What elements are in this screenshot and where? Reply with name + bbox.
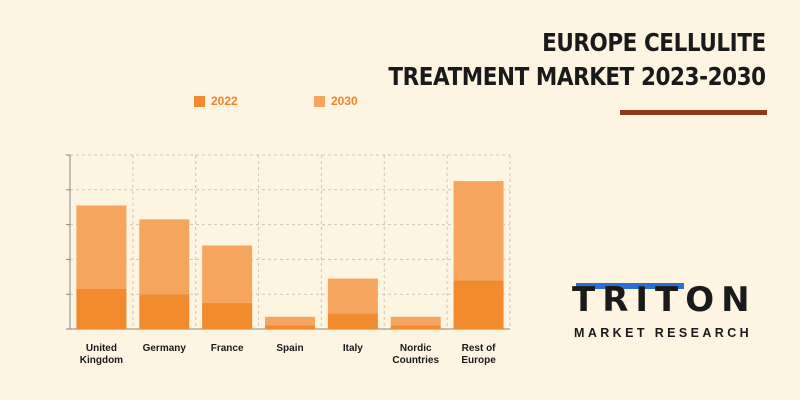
x-tick-label-line: Germany: [143, 343, 187, 354]
bar-2030-6: [453, 181, 504, 281]
bar-2030-2: [202, 245, 253, 303]
title-line-1: EUROPE CELLULITE: [542, 28, 766, 57]
triton-logo: TRITON MARKET RESEARCH: [572, 280, 764, 348]
legend-item-2030: 2030: [314, 94, 434, 108]
title-underline: [620, 110, 767, 115]
bar-2030-1: [139, 219, 190, 295]
bar-2022-4: [327, 313, 378, 329]
x-tick-label-line: Europe: [461, 355, 496, 366]
x-tick-label: Germany: [143, 343, 187, 354]
legend-swatch-2022: [194, 95, 205, 107]
x-tick-label: United Kingdom: [80, 343, 123, 366]
bar-2022-3: [265, 325, 315, 329]
legend-item-2022: 2022: [194, 94, 314, 108]
x-tick-label-line: United: [86, 343, 117, 354]
bar-2022-2: [202, 302, 253, 329]
bar-2030-0: [76, 205, 127, 289]
x-tick-label-line: Nordic: [400, 343, 432, 354]
chart-title: EUROPE CELLULITE TREATMENT MARKET 2023-2…: [388, 26, 767, 94]
x-tick-label: Spain: [276, 343, 303, 354]
x-tick-label: Italy: [343, 343, 363, 354]
bar-2030-3: [265, 316, 315, 326]
x-tick-label-line: Countries: [392, 355, 439, 366]
x-tick-label-line: Rest of: [462, 343, 497, 354]
bar-2030-5: [390, 316, 441, 326]
x-tick-label: Rest of Europe: [461, 343, 496, 366]
title-line-2: TREATMENT MARKET 2023-2030: [388, 62, 767, 91]
bar-2022-6: [453, 280, 504, 329]
x-tick-label-line: France: [211, 343, 244, 354]
legend-label-2030: 2030: [331, 94, 358, 108]
bar-2022-5: [390, 325, 441, 329]
bar-2022-0: [76, 288, 127, 329]
logo-tagline: MARKET RESEARCH: [574, 326, 753, 340]
bar-2030-4: [327, 278, 378, 314]
logo-accent-bar: [576, 283, 684, 289]
x-tick-label-line: Spain: [276, 343, 303, 354]
chart-legend: 2022 2030: [194, 94, 434, 108]
x-tick-label-line: Italy: [343, 343, 363, 354]
legend-label-2022: 2022: [211, 94, 238, 108]
bar-2022-1: [139, 294, 190, 329]
x-tick-label: France: [211, 343, 244, 354]
logo-wordmark: TRITON: [572, 280, 757, 320]
legend-swatch-2030: [314, 95, 325, 107]
x-tick-label: Nordic Countries: [392, 343, 439, 366]
x-tick-label-line: Kingdom: [80, 355, 123, 366]
